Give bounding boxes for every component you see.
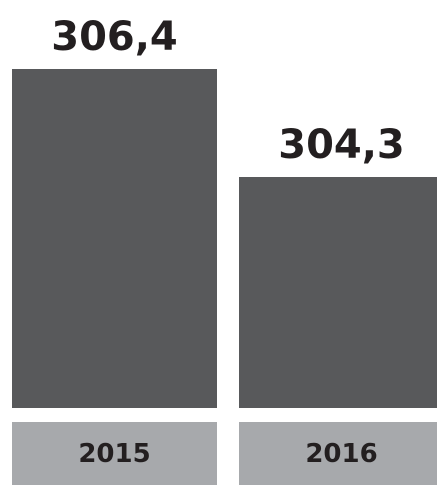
category-box-2015: 2015 [12,422,217,485]
bar-2015 [12,69,217,408]
category-box-2016: 2016 [239,422,437,485]
category-label: 2015 [78,438,151,469]
bar-value-label: 306,4 [51,14,178,60]
bar-value-label: 304,3 [278,121,405,168]
bar-2016 [239,176,437,408]
category-label: 2016 [305,438,378,469]
